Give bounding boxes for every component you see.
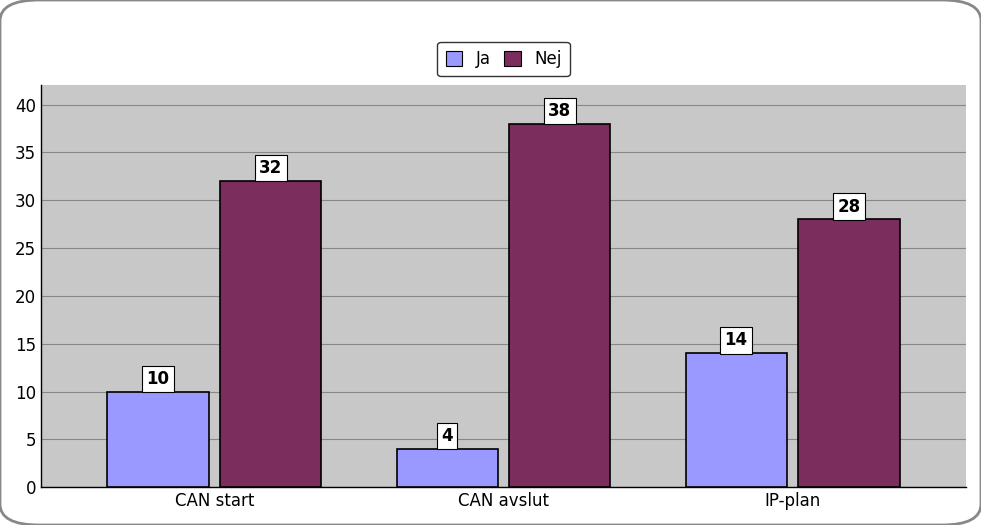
Bar — [396, 449, 497, 487]
Bar — [799, 219, 900, 487]
Bar — [108, 392, 209, 487]
Text: 38: 38 — [548, 102, 571, 120]
Bar — [509, 124, 610, 487]
Text: 14: 14 — [725, 331, 748, 350]
Text: 32: 32 — [259, 159, 283, 177]
Bar — [220, 181, 322, 487]
Text: 10: 10 — [146, 370, 170, 387]
Text: 28: 28 — [838, 197, 860, 216]
Bar — [686, 353, 787, 487]
Legend: Ja, Nej: Ja, Nej — [438, 41, 570, 76]
Text: 4: 4 — [441, 427, 453, 445]
